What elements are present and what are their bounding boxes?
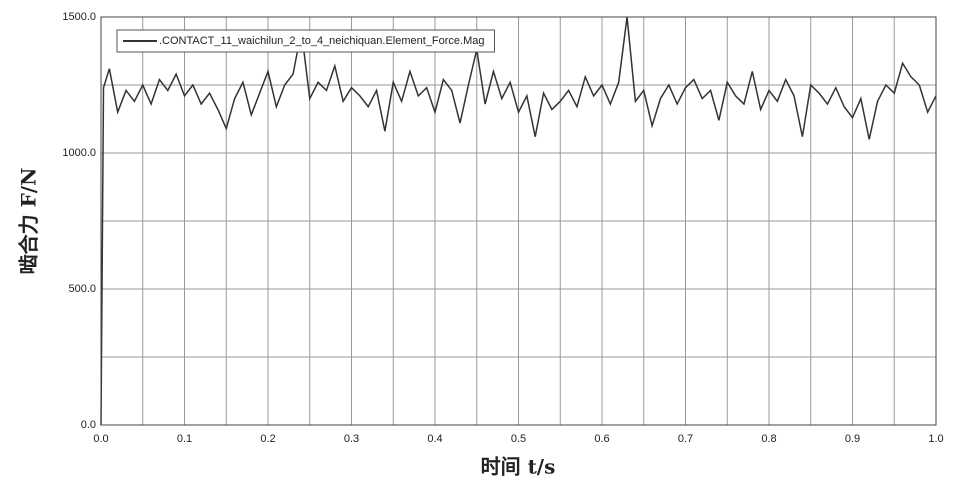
y-tick-label: 1500.0 bbox=[62, 11, 96, 23]
x-tick-label: 1.0 bbox=[928, 433, 943, 445]
x-tick-label: 0.0 bbox=[93, 433, 108, 445]
y-tick-label: 0.0 bbox=[81, 419, 96, 431]
x-tick-label: 0.8 bbox=[761, 433, 776, 445]
x-axis-label: 时间 t/s bbox=[481, 455, 556, 479]
x-tick-label: 0.1 bbox=[177, 433, 192, 445]
legend bbox=[116, 29, 495, 53]
y-tick-label: 500.0 bbox=[68, 283, 96, 295]
line-series bbox=[100, 16, 937, 426]
x-tick-label: 0.6 bbox=[594, 433, 609, 445]
y-tick-label: 1000.0 bbox=[62, 147, 96, 159]
x-tick-label: 0.4 bbox=[427, 433, 442, 445]
y-axis-label: 啮合力 F/N bbox=[17, 168, 41, 275]
x-tick-label: 0.7 bbox=[678, 433, 693, 445]
x-tick-label: 0.5 bbox=[511, 433, 526, 445]
x-tick-label: 0.3 bbox=[344, 433, 359, 445]
legend-label: .CONTACT_11_waichilun_2_to_4_neichiquan.… bbox=[159, 35, 485, 47]
x-tick-label: 0.9 bbox=[845, 433, 860, 445]
x-tick-label: 0.2 bbox=[260, 433, 275, 445]
plot-border bbox=[100, 16, 937, 426]
